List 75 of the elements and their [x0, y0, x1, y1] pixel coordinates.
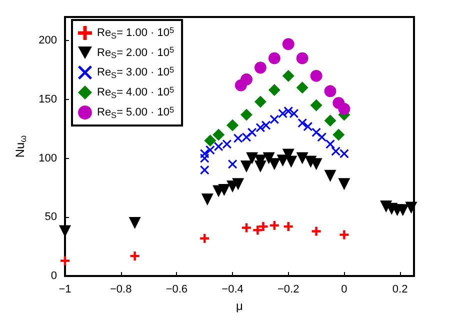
point [214, 142, 224, 151]
point [284, 106, 293, 116]
point [248, 128, 257, 137]
point [60, 256, 70, 266]
point [262, 120, 271, 130]
point [242, 223, 251, 232]
point [254, 62, 266, 74]
point [332, 128, 345, 141]
point [282, 70, 294, 82]
point [228, 160, 238, 169]
point [338, 178, 350, 190]
point [204, 134, 216, 147]
y-tick-label: 200 [38, 34, 57, 47]
point [296, 152, 308, 164]
point [128, 217, 141, 230]
point [284, 222, 293, 232]
point [222, 140, 232, 149]
point [201, 193, 214, 206]
point [310, 99, 322, 112]
point [268, 52, 280, 64]
point [130, 251, 140, 260]
point [232, 178, 244, 190]
y-axis-title: Nuω [13, 135, 28, 158]
point [268, 84, 280, 96]
point [405, 202, 418, 214]
point [331, 146, 340, 156]
point [324, 114, 336, 127]
x-tick-label: −0.8 [110, 284, 132, 296]
point [270, 114, 279, 124]
point [396, 204, 409, 216]
point [326, 140, 335, 149]
point [240, 108, 252, 121]
point [324, 85, 336, 98]
point [312, 226, 321, 236]
point [303, 122, 312, 131]
point [206, 146, 215, 155]
point [226, 119, 239, 132]
point [324, 170, 336, 182]
point [240, 160, 252, 173]
point [234, 134, 243, 143]
x-tick-label: −0.6 [166, 284, 188, 296]
point [218, 184, 230, 196]
point [240, 73, 252, 86]
point [282, 38, 294, 50]
point [298, 118, 307, 128]
y-tick-label: 100 [38, 152, 57, 164]
point [340, 149, 349, 158]
point [246, 152, 258, 164]
point [296, 52, 308, 64]
point [289, 109, 298, 118]
point [310, 70, 322, 82]
point [253, 226, 262, 235]
point [317, 132, 326, 142]
x-tick-label: −0.2 [278, 284, 300, 296]
x-tick-label: −0.4 [222, 284, 244, 296]
point [256, 123, 265, 132]
y-tick-label: 50 [44, 211, 57, 224]
point [200, 166, 210, 175]
y-tick-label: 150 [38, 93, 57, 106]
x-tick-label: 0.2 [392, 284, 408, 296]
point [296, 82, 308, 94]
x-axis-title: μ [236, 298, 244, 313]
point [200, 149, 210, 158]
x-tick-label: 0 [341, 284, 348, 296]
y-tick-label: 0 [50, 270, 57, 282]
point [340, 230, 349, 240]
point [270, 220, 279, 230]
point [258, 222, 268, 232]
point [285, 156, 298, 168]
point [254, 160, 266, 173]
point [200, 234, 210, 243]
point [254, 96, 266, 108]
point [212, 128, 225, 141]
x-tick-label: −1 [58, 284, 72, 296]
point [338, 102, 350, 115]
